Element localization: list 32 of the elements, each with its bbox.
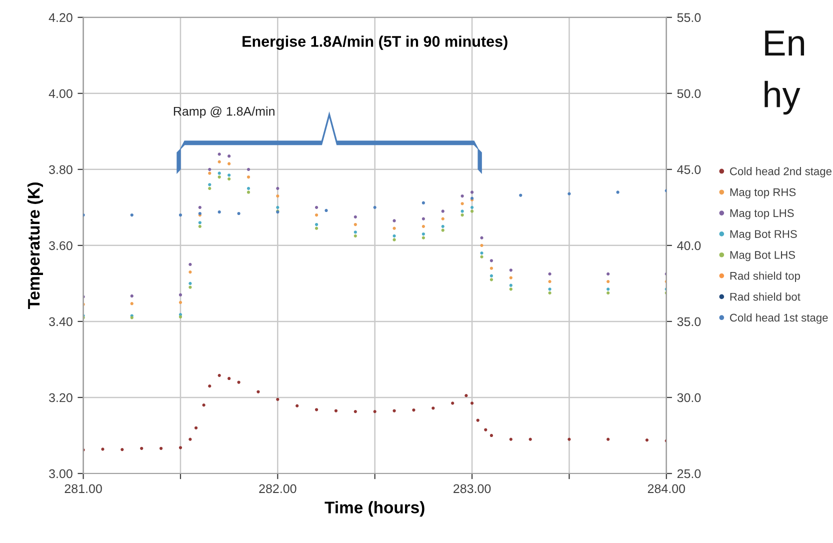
x-axis-title: Time (hours) (324, 501, 424, 517)
legend-label: Mag Bot RHS (730, 230, 797, 240)
y2-tick-label: 30.0 (677, 393, 701, 402)
y-tick-label: 4.00 (48, 89, 72, 98)
x-tick-label: 281.00 (64, 484, 102, 494)
x-tick-label: 284.00 (648, 484, 686, 494)
y-tick-label: 3.80 (49, 165, 72, 174)
legend-label: Rad shield bot (730, 292, 800, 301)
y-tick-label: 3.60 (49, 241, 72, 250)
x-tick-label: 283.00 (454, 484, 491, 494)
y2-tick-label: 40.0 (677, 241, 701, 250)
y2-tick-label: 25.0 (677, 469, 701, 478)
y2-tick-label: 35.0 (677, 317, 701, 326)
legend-label: Mag Bot LHS (730, 251, 796, 262)
y-tick-label: 3.20 (49, 393, 72, 402)
y-tick-label: 3.00 (49, 469, 72, 478)
y-axis-title: Temperature (K) (27, 182, 43, 309)
y2-tick-label: 50.0 (677, 89, 701, 98)
text: hy (764, 80, 800, 115)
text: En (765, 30, 804, 56)
y-tick-label: 3.40 (49, 317, 72, 326)
legend-label: Cold head 2nd stage (730, 167, 832, 178)
x-tick-label: 282.00 (259, 484, 296, 494)
y-tick-label: 4.20 (48, 13, 72, 22)
legend-label: Mag top RHS (730, 188, 796, 198)
annotation: Ramp @ 1.8A/min (174, 106, 274, 118)
legend-label: Rad shield top (730, 272, 800, 282)
text: Energise 1.8A/min (5T in 90 minutes) (242, 36, 508, 50)
y2-tick-label: 55.0 (677, 13, 701, 22)
y2-tick-label: 45.0 (677, 165, 701, 174)
legend-label: Cold head 1st stage (730, 313, 828, 324)
legend-label: Mag top LHS (730, 209, 794, 220)
